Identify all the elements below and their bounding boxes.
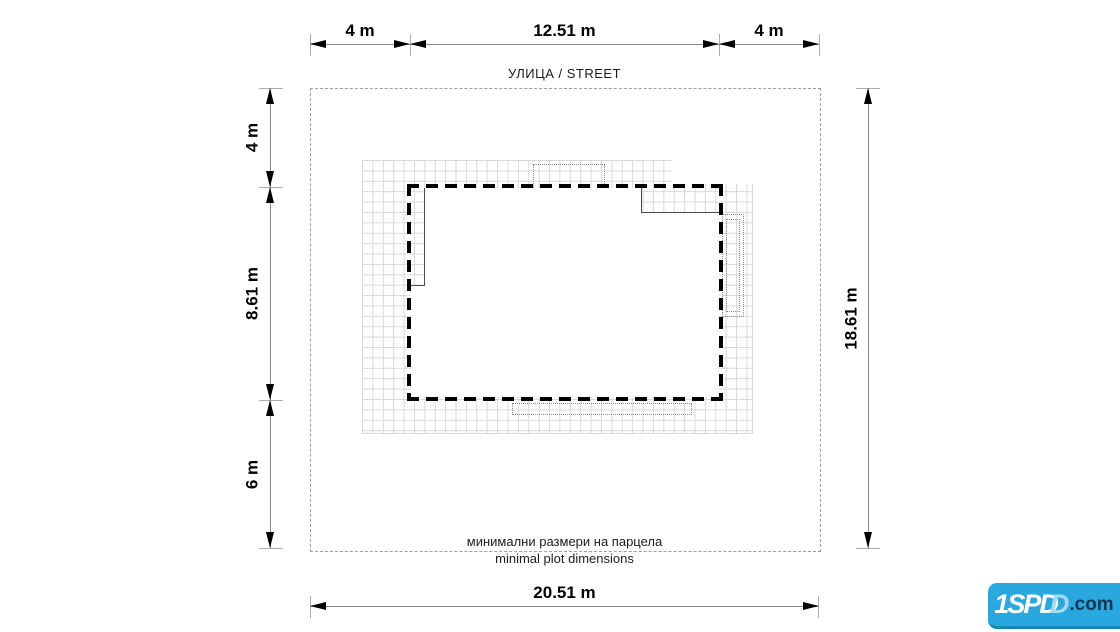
logo-watermark: 1SPD D .com [988, 583, 1120, 629]
house-footprint-top [407, 184, 723, 188]
dim-label-left-middle: 8.61 m [242, 267, 262, 320]
house-interior [425, 212, 719, 397]
house-interior [425, 188, 641, 214]
dim-label-top-center: 12.51 m [533, 21, 596, 40]
house-wall-line [411, 285, 425, 286]
arrow-up-icon [864, 88, 872, 104]
tick [819, 34, 820, 56]
dim-label-left-top: 4 m [242, 122, 262, 153]
house-footprint-left [407, 184, 411, 401]
arrow-up-icon [266, 400, 274, 416]
arrow-right-icon [703, 40, 719, 48]
house-footprint-right [719, 184, 723, 401]
dim-label-top-right: 4 m [754, 21, 784, 40]
arrow-up-icon [266, 88, 274, 104]
house-wall-line [641, 188, 642, 212]
arrow-right-icon [394, 40, 410, 48]
arrow-down-icon [266, 171, 274, 187]
dim-label-bottom: 20.51 m [533, 583, 596, 602]
dim-line-right [868, 88, 869, 548]
arrow-right-icon [803, 602, 819, 610]
tick [856, 548, 880, 549]
arrow-left-icon [310, 602, 326, 610]
house-wall-line [641, 212, 719, 213]
dormer-outline [533, 164, 605, 188]
arrow-down-icon [266, 532, 274, 548]
dim-line-left [270, 88, 271, 548]
tick [259, 548, 283, 549]
logo-overlap-letter: D [1049, 589, 1069, 619]
dim-line-top [310, 44, 819, 45]
house-footprint-bottom [407, 397, 723, 401]
dim-label-top-left: 4 m [345, 21, 375, 40]
arrow-left-icon [310, 40, 326, 48]
caption-english: minimal plot dimensions [495, 551, 634, 566]
grid-notch-mask [672, 159, 753, 184]
arrow-left-icon [410, 40, 426, 48]
arrow-left-icon [719, 40, 735, 48]
arrow-up-icon [266, 187, 274, 203]
dim-label-left-bottom: 6 m [242, 459, 262, 490]
caption-bulgarian: минимални размери на парцела [466, 534, 663, 549]
terrace-outline [512, 403, 692, 415]
arrow-right-icon [803, 40, 819, 48]
house-interior [411, 285, 425, 397]
dim-label-right: 18.61 m [841, 287, 861, 350]
dim-line-bottom [310, 606, 819, 607]
side-projection-inner [726, 219, 740, 312]
house-wall-line [424, 188, 425, 285]
street-label: УЛИЦА / STREET [507, 66, 622, 81]
logo-brand-text: 1SPD [994, 589, 1059, 619]
arrow-down-icon [266, 384, 274, 400]
logo-suffix-text: .com [1069, 594, 1114, 615]
arrow-down-icon [864, 532, 872, 548]
